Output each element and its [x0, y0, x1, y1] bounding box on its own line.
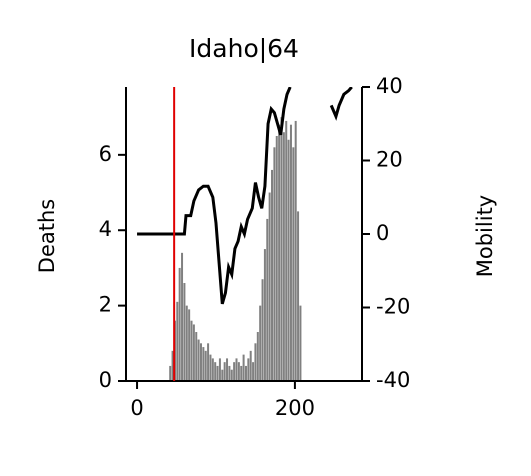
bar: [223, 362, 226, 381]
bar: [242, 354, 245, 381]
y2-tick-label: -20: [376, 295, 410, 319]
y-tick-label: 2: [99, 293, 112, 317]
bar: [256, 332, 259, 381]
bar: [247, 358, 250, 381]
bar: [199, 343, 202, 381]
bar: [254, 343, 257, 381]
bar: [249, 350, 252, 381]
lines: [137, 87, 353, 305]
chart-title: Idaho|64: [189, 34, 299, 63]
bar: [202, 347, 205, 381]
bar: [185, 305, 188, 381]
y2-tick-label: 0: [376, 221, 389, 245]
mobility-line: [137, 87, 292, 305]
bar: [209, 354, 212, 381]
bar: [230, 369, 233, 381]
bar: [181, 252, 184, 381]
bar: [176, 301, 179, 381]
bar: [292, 147, 295, 381]
bar: [271, 169, 274, 381]
bar: [261, 279, 264, 381]
y2-tick-label: 20: [376, 148, 403, 172]
bar: [289, 124, 292, 381]
bar: [259, 305, 262, 381]
bar: [211, 358, 214, 381]
bar: [235, 358, 238, 381]
bar: [171, 350, 174, 381]
bar: [282, 132, 285, 381]
bar: [240, 365, 243, 381]
bar: [280, 117, 283, 381]
y-tick-label: 0: [99, 368, 112, 392]
bar: [287, 139, 290, 381]
y2-tick-label: -40: [376, 368, 410, 392]
bar: [197, 339, 200, 381]
x-tick-label: 200: [275, 396, 315, 420]
bar: [263, 249, 266, 381]
bar: [252, 362, 255, 381]
bar: [266, 218, 269, 381]
bar: [207, 343, 210, 381]
y-axis-label: Deaths: [35, 199, 59, 273]
y-tick-label: 6: [99, 142, 112, 166]
bar: [237, 362, 240, 381]
mobility-line: [329, 87, 353, 121]
bar: [221, 369, 224, 381]
bar: [169, 365, 172, 381]
bar: [226, 358, 229, 381]
bar: [233, 362, 236, 381]
bar: [204, 350, 207, 381]
bar: [195, 332, 198, 381]
bar: [299, 305, 302, 381]
bar: [183, 283, 186, 381]
bar: [214, 362, 217, 381]
y-tick-label: 4: [99, 217, 112, 241]
y2-axis-label: Mobility: [473, 195, 497, 277]
bar: [244, 365, 247, 381]
bar: [190, 320, 193, 381]
bar: [192, 324, 195, 381]
bar: [218, 358, 221, 381]
bar: [275, 136, 278, 381]
x-tick-label: 0: [130, 396, 143, 420]
bar: [278, 124, 281, 381]
bar: [294, 120, 297, 381]
bars: [169, 117, 302, 381]
y2-tick-label: 40: [376, 74, 403, 98]
bar: [273, 147, 276, 381]
bar: [178, 267, 181, 381]
bar: [228, 365, 231, 381]
bar: [188, 309, 191, 381]
bar: [285, 120, 288, 381]
bar: [268, 192, 271, 381]
bar: [297, 211, 300, 381]
bar: [216, 365, 219, 381]
